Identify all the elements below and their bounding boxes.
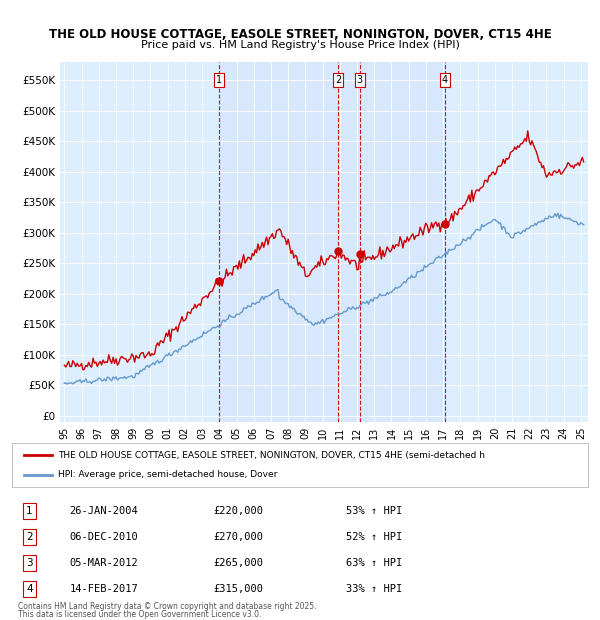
Text: Contains HM Land Registry data © Crown copyright and database right 2025.: Contains HM Land Registry data © Crown c… [18,601,317,611]
Text: £315,000: £315,000 [214,584,263,594]
Text: Price paid vs. HM Land Registry's House Price Index (HPI): Price paid vs. HM Land Registry's House … [140,40,460,50]
Text: THE OLD HOUSE COTTAGE, EASOLE STREET, NONINGTON, DOVER, CT15 4HE: THE OLD HOUSE COTTAGE, EASOLE STREET, NO… [49,28,551,41]
Text: 05-MAR-2012: 05-MAR-2012 [70,558,139,568]
Point [334,246,343,256]
Text: 52% ↑ HPI: 52% ↑ HPI [346,532,403,542]
Text: 2: 2 [335,75,341,86]
Bar [219,62,445,422]
Point [440,219,449,229]
Text: 1: 1 [26,506,32,516]
Text: 33% ↑ HPI: 33% ↑ HPI [346,584,403,594]
Text: 63% ↑ HPI: 63% ↑ HPI [346,558,403,568]
Text: 1: 1 [216,75,223,86]
Text: 2: 2 [26,532,32,542]
Point [355,249,365,259]
Text: 14-FEB-2017: 14-FEB-2017 [70,584,139,594]
Text: 3: 3 [357,75,363,86]
Text: 4: 4 [26,584,32,594]
Text: £220,000: £220,000 [214,506,263,516]
Point [214,277,224,286]
Text: 26-JAN-2004: 26-JAN-2004 [70,506,139,516]
Text: £265,000: £265,000 [214,558,263,568]
Text: 4: 4 [442,75,448,86]
Text: HPI: Average price, semi-detached house, Dover: HPI: Average price, semi-detached house,… [58,470,277,479]
Text: 06-DEC-2010: 06-DEC-2010 [70,532,139,542]
Text: THE OLD HOUSE COTTAGE, EASOLE STREET, NONINGTON, DOVER, CT15 4HE (semi-detached : THE OLD HOUSE COTTAGE, EASOLE STREET, NO… [58,451,485,460]
Text: 53% ↑ HPI: 53% ↑ HPI [346,506,403,516]
Text: £270,000: £270,000 [214,532,263,542]
Text: 3: 3 [26,558,32,568]
Text: This data is licensed under the Open Government Licence v3.0.: This data is licensed under the Open Gov… [18,609,262,619]
